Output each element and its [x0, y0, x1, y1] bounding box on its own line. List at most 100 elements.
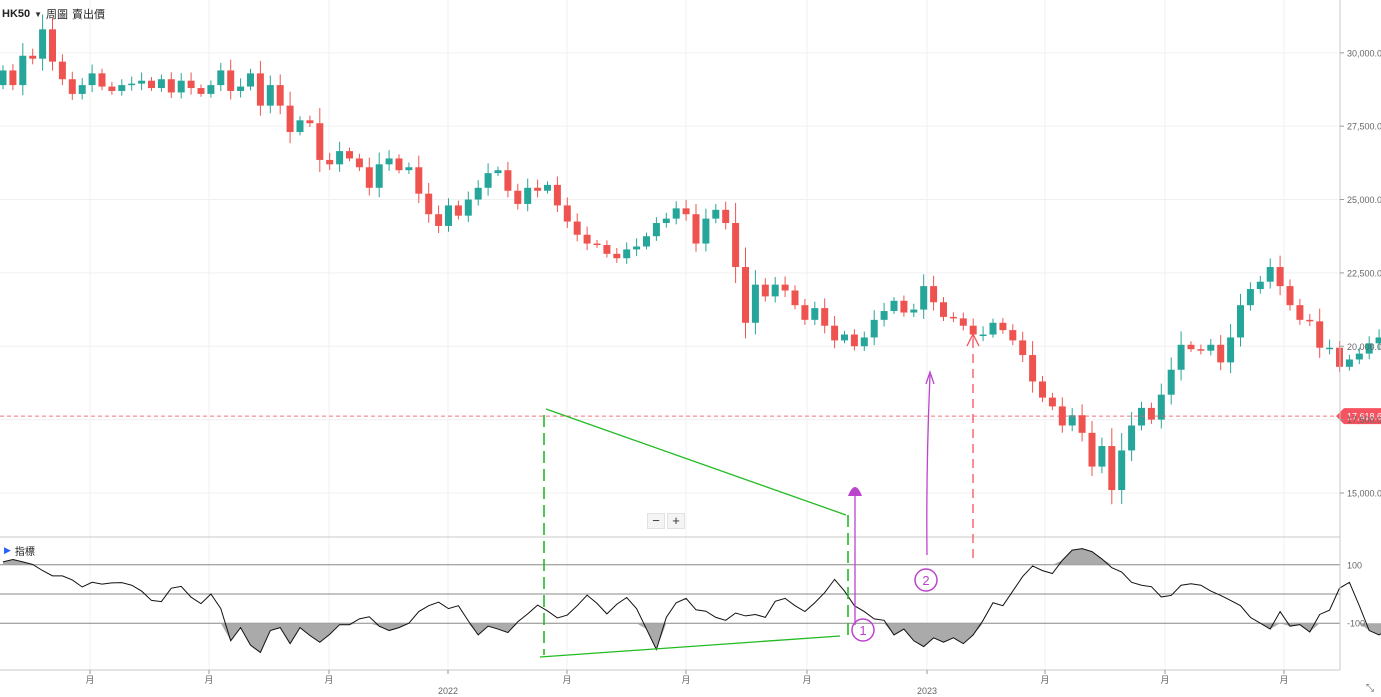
candle: [474, 187, 482, 200]
candle: [504, 170, 512, 191]
symbol-label[interactable]: HK50: [2, 8, 31, 20]
chevron-down-icon[interactable]: ▼: [34, 9, 43, 19]
candle: [1286, 286, 1294, 306]
price-tick-label: 22,500.00: [1347, 268, 1381, 278]
candle: [949, 316, 957, 319]
candle: [1098, 446, 1106, 467]
candle: [365, 167, 373, 188]
candle: [692, 214, 700, 244]
timeframe-label[interactable]: 周圖: [46, 9, 69, 21]
candle: [1306, 319, 1314, 322]
indicator-label: 指標: [14, 547, 35, 558]
zoom-out-button[interactable]: −: [647, 513, 665, 529]
time-tick-label: 月: [324, 675, 333, 685]
candle: [811, 308, 819, 320]
candle: [68, 79, 76, 94]
candle: [633, 246, 641, 250]
candle: [1355, 353, 1363, 360]
candle: [108, 86, 116, 91]
candle: [850, 334, 858, 347]
time-tick-label: 月: [1040, 675, 1049, 685]
expand-triangle-icon[interactable]: ▶: [4, 545, 11, 555]
price-tick-label: 17,500.00: [1347, 415, 1381, 425]
candle: [247, 73, 254, 87]
candle: [1237, 305, 1244, 338]
candle: [276, 85, 284, 106]
arrow-head-icon: [966, 332, 980, 347]
candle: [1207, 344, 1215, 351]
candle: [573, 221, 581, 235]
candle: [1296, 305, 1304, 320]
candle: [98, 73, 106, 87]
candle: [930, 286, 938, 303]
candle: [1316, 321, 1324, 348]
candle: [781, 284, 789, 291]
candle: [395, 158, 403, 171]
candle: [88, 73, 96, 86]
annotation-circle: [851, 618, 875, 642]
candle: [336, 151, 344, 165]
candle: [999, 322, 1007, 331]
candle: [583, 234, 591, 244]
indicator-header[interactable]: ▶ 指標: [4, 543, 35, 558]
candle: [385, 158, 393, 165]
candle: [563, 205, 571, 222]
grid-lines: [0, 0, 1340, 670]
candle: [841, 334, 848, 341]
zoom-in-button[interactable]: +: [667, 513, 685, 529]
candle: [1276, 267, 1284, 287]
candle: [197, 88, 205, 94]
candle: [643, 236, 650, 247]
candle: [167, 79, 175, 93]
candle: [375, 164, 383, 188]
candle: [1227, 337, 1235, 363]
candle: [959, 318, 967, 326]
candle: [652, 223, 660, 237]
candle: [623, 249, 631, 259]
candle: [256, 73, 264, 106]
candle: [9, 70, 17, 86]
expand-arrows-icon[interactable]: ⤡: [1366, 683, 1374, 694]
candle: [58, 61, 66, 80]
candle: [1029, 355, 1037, 382]
candle: [920, 286, 928, 310]
zoom-controls: − +: [647, 513, 685, 529]
candle: [484, 173, 492, 188]
oscillator-line: [2, 548, 1381, 654]
candle: [316, 123, 324, 160]
candle: [1326, 347, 1334, 350]
candle: [534, 187, 542, 191]
candle: [1167, 369, 1175, 395]
candle: [1128, 425, 1136, 451]
candle: [1118, 450, 1126, 491]
time-tick-label: 2022: [438, 686, 458, 696]
candle: [702, 218, 710, 244]
candle: [1256, 281, 1264, 290]
candle: [593, 243, 601, 246]
drawings-layer: 12: [539, 332, 980, 658]
time-tick-label: 月: [802, 675, 811, 685]
candle: [1088, 432, 1096, 467]
candle: [187, 80, 195, 89]
price-trendline: [545, 408, 847, 516]
current-price-value: 17,618.69: [1347, 412, 1381, 422]
candle: [138, 80, 146, 84]
time-tick-label: 月: [562, 675, 571, 685]
candle: [771, 284, 779, 297]
candle: [1365, 343, 1373, 354]
candle: [435, 214, 443, 226]
candle: [712, 209, 720, 219]
buy-arrow-2: [926, 374, 931, 556]
candle: [761, 284, 769, 297]
candle: [296, 120, 304, 133]
price-tick-label: 15,000.00: [1347, 488, 1381, 498]
price-type-label[interactable]: 賣出價: [72, 9, 106, 21]
chart-header[interactable]: HK50 ▼ 周圖 賣出價: [2, 6, 105, 22]
candle: [1375, 337, 1381, 344]
candle: [445, 205, 452, 226]
candle: [831, 325, 839, 341]
candle: [613, 253, 621, 259]
candle: [177, 80, 185, 93]
